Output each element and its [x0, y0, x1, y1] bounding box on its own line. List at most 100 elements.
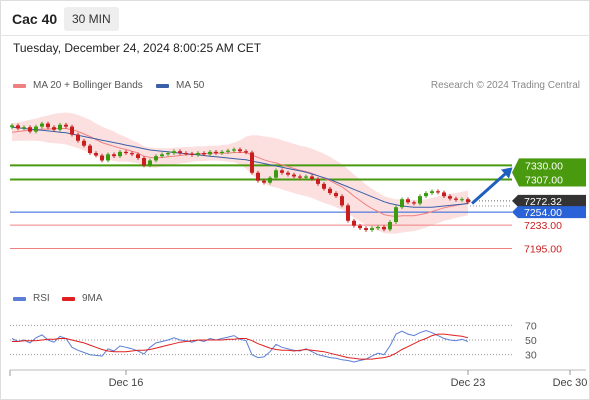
candle-body: [358, 225, 362, 229]
pivot-label-box: [512, 206, 586, 219]
candle-body: [184, 153, 188, 155]
candle-body: [262, 180, 266, 183]
candle-body: [88, 145, 92, 154]
legend-ma20-label: MA 20 + Bollinger Bands: [33, 80, 143, 91]
candle-body: [160, 154, 164, 157]
watermark-text: Research © 2024 Trading Central: [430, 80, 580, 91]
candle-body: [166, 153, 170, 155]
rsi-swatch-icon: [13, 296, 26, 301]
level-label-7307: 7307.00: [525, 175, 563, 187]
candle-body: [424, 193, 428, 197]
candle-body: [310, 176, 314, 179]
candle-body: [256, 172, 260, 181]
candle-body: [112, 154, 116, 157]
candle-body: [34, 126, 38, 132]
candle-body: [226, 150, 230, 152]
candle-body: [94, 153, 98, 156]
candle-body: [130, 153, 134, 155]
candle-body: [52, 127, 56, 130]
candle-body: [40, 123, 44, 127]
candle-body: [316, 178, 320, 184]
candle-body: [298, 176, 302, 178]
candle-body: [82, 140, 86, 146]
candle-body: [190, 153, 194, 155]
candle-body: [16, 125, 20, 129]
candle-body: [208, 151, 212, 155]
candle-body: [340, 196, 344, 206]
candle-body: [154, 156, 158, 161]
pivot-label-text: 7254.00: [524, 207, 562, 219]
candle-body: [250, 152, 254, 173]
candle-body: [214, 151, 218, 154]
candle-body: [286, 172, 290, 175]
candle-body: [406, 199, 410, 203]
candle-body: [346, 205, 350, 221]
candle-body: [364, 228, 368, 230]
candle-body: [220, 151, 224, 154]
header-divider: [0, 35, 590, 36]
candle-body: [28, 127, 32, 132]
last-price-label-box: [512, 194, 586, 207]
candle-body: [46, 123, 50, 128]
candle-body: [292, 174, 296, 177]
chart-datetime: Tuesday, December 24, 2024 8:00:25 AM CE…: [13, 41, 262, 55]
resistance-label-box: [512, 158, 586, 187]
candle-body: [460, 199, 464, 201]
rsi-tick-label: 50: [525, 335, 537, 347]
last-price-label-text: 7272.32: [524, 196, 562, 208]
ma50-swatch-icon: [156, 83, 169, 88]
candle-body: [430, 191, 434, 194]
candle-body: [124, 151, 128, 154]
candle-body: [118, 151, 122, 157]
x-tick-label: Dec 16: [109, 377, 144, 389]
legend-ma50: MA 50: [156, 80, 204, 91]
ma50-line: [11, 126, 469, 208]
candle-body: [394, 207, 398, 222]
candle-body: [76, 134, 80, 141]
candle-body: [178, 151, 182, 154]
legend-rsi-label: RSI: [33, 293, 50, 304]
candle-body: [268, 177, 272, 183]
candle-body: [172, 151, 176, 154]
candle-body: [22, 127, 26, 129]
candle-body: [238, 149, 242, 152]
rsi-line: [11, 329, 469, 363]
legend-rsi-ma-label: 9MA: [82, 293, 103, 304]
candle-body: [352, 220, 356, 226]
candle-body: [328, 188, 332, 194]
candle-body: [100, 155, 104, 161]
legend-ma20: MA 20 + Bollinger Bands: [13, 80, 143, 91]
candle-body: [448, 196, 452, 199]
candle-body: [10, 125, 14, 128]
candle-body: [388, 222, 392, 230]
level-label-support-4: 7195.00: [524, 243, 562, 255]
candle-body: [436, 191, 440, 193]
candle-body: [142, 158, 146, 166]
candle-body: [244, 151, 248, 153]
candle-body: [334, 193, 338, 197]
chart-header: Cac 40 30 MIN: [0, 0, 590, 36]
candle-body: [376, 226, 380, 229]
candle-body: [70, 126, 74, 135]
candle-body: [232, 149, 236, 151]
legend-rsi: RSI: [13, 293, 50, 304]
candle-body: [136, 154, 140, 158]
rsi-tick-label: 30: [525, 350, 537, 362]
candle-body: [454, 198, 458, 200]
forecast-arrow-head-icon: [501, 167, 513, 179]
candle-body: [418, 196, 422, 204]
candle-body: [412, 202, 416, 204]
pivot-label: 7254.00: [512, 206, 586, 219]
legend-rsi-ma: 9MA: [62, 293, 103, 304]
rsi-ma-swatch-icon: [62, 296, 75, 301]
candle-body: [202, 153, 206, 155]
level-label-7330: 7330.00: [525, 160, 563, 172]
bollinger-band: [12, 112, 468, 234]
candle-body: [148, 160, 152, 166]
timeframe-badge[interactable]: 30 MIN: [64, 7, 119, 31]
level-label-support-3: 7233.00: [524, 220, 562, 232]
candle-body: [382, 226, 386, 230]
candle-body: [400, 199, 404, 208]
candle-body: [196, 153, 200, 155]
